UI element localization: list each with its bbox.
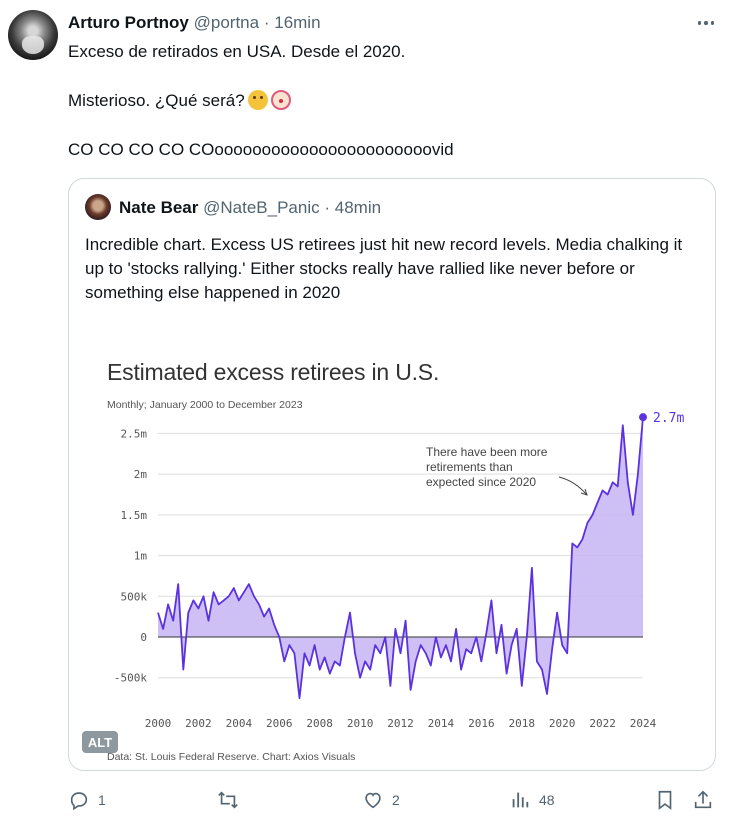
quoted-tweet-time: 48min (334, 198, 382, 217)
like-button[interactable]: 2 (362, 786, 400, 814)
author-avatar[interactable] (8, 10, 58, 60)
author-handle[interactable]: @portna (193, 13, 260, 32)
tweet-line-2: Misterioso. ¿Qué será? (68, 89, 708, 112)
quoted-author-handle: @NateB_Panic (203, 198, 320, 217)
y-tick-label: 1.5m (121, 509, 148, 522)
tweet-line-3: CO CO CO CO COooooooooooooooooooooooovid (68, 140, 454, 159)
tweet-text: Exceso de retirados en USA. Desde el 202… (68, 40, 708, 161)
series-line (157, 417, 644, 699)
tweet-header: Arturo Portnoy @portna · 16min (68, 12, 321, 34)
separator-dot: · (263, 13, 270, 32)
chart-svg: 2.5m 2m 1.5m 1m 500k 0 -500k 2000 2002 2004 2006 20… (114, 411, 685, 730)
alt-button[interactable]: ALT (82, 731, 118, 753)
y-tick-label: 1m (134, 550, 148, 563)
thinking-face-icon (247, 90, 268, 110)
like-icon (365, 792, 381, 809)
tweet-time[interactable]: 16min (274, 13, 321, 32)
x-tick-label: 2022 (589, 717, 616, 730)
views-button[interactable]: 48 (509, 786, 555, 814)
x-tick-label: 2016 (468, 717, 495, 730)
more-options-icon[interactable] (694, 12, 718, 34)
x-tick-label: 2020 (549, 717, 576, 730)
x-tick-label: 2014 (428, 717, 455, 730)
x-tick-label: 2008 (306, 717, 333, 730)
quoted-tweet[interactable]: Nate Bear @NateB_Panic · 48min Incredibl… (68, 178, 716, 771)
annotation-arrow (558, 476, 588, 496)
end-point-marker (639, 413, 647, 422)
chart-subtitle: Monthly; January 2000 to December 2023 (107, 399, 303, 411)
author-name[interactable]: Arturo Portnoy (68, 13, 189, 32)
separator-dot: · (324, 198, 331, 217)
end-value-label: 2.7m (653, 411, 684, 426)
quoted-tweet-header: Nate Bear @NateB_Panic · 48min (119, 197, 381, 219)
views-count: 48 (539, 792, 555, 808)
quoted-tweet-text: Incredible chart. Excess US retirees jus… (85, 235, 683, 302)
reply-count: 1 (98, 792, 106, 808)
share-icon (694, 790, 712, 809)
annotation-arrowhead (580, 488, 588, 496)
x-tick-label: 2006 (266, 717, 293, 730)
annotation-text: retirements than (426, 460, 513, 474)
like-count: 2 (392, 792, 400, 808)
clown-face-icon (270, 90, 291, 110)
annotation-text: expected since 2020 (426, 475, 536, 489)
bookmark-button[interactable] (654, 786, 676, 814)
x-tick-label: 2000 (145, 717, 172, 730)
reply-icon (70, 792, 88, 811)
quoted-author-avatar (85, 194, 111, 220)
action-bar: 1 2 48 (0, 786, 738, 816)
chart-title: Estimated excess retirees in U.S. (107, 359, 440, 385)
y-tick-label: -500k (114, 672, 147, 685)
y-tick-label: 500k (121, 590, 148, 603)
chart-image[interactable]: Estimated excess retirees in U.S. Monthl… (69, 329, 715, 769)
views-icon (512, 792, 529, 808)
quoted-author-name: Nate Bear (119, 198, 199, 217)
x-tick-label: 2018 (509, 717, 536, 730)
tweet-line-2-text: Misterioso. ¿Qué será? (68, 91, 245, 110)
retweet-button[interactable] (216, 786, 248, 814)
share-button[interactable] (692, 786, 714, 814)
x-tick-label: 2010 (347, 717, 374, 730)
bookmark-icon (658, 790, 672, 810)
y-tick-label: 2.5m (121, 427, 148, 440)
chart-source: Data: St. Louis Federal Reserve. Chart: … (107, 751, 356, 763)
x-tick-label: 2004 (226, 717, 253, 730)
y-tick-label: 0 (140, 631, 147, 644)
y-tick-label: 2m (134, 468, 148, 481)
x-tick-label: 2002 (185, 717, 212, 730)
x-tick-label: 2012 (387, 717, 414, 730)
x-tick-label: 2024 (630, 717, 657, 730)
series-area (158, 417, 643, 699)
annotation-text: There have been more (426, 445, 548, 459)
reply-button[interactable]: 1 (68, 786, 106, 814)
tweet-line-1: Exceso de retirados en USA. Desde el 202… (68, 42, 406, 61)
retweet-icon (218, 791, 238, 809)
